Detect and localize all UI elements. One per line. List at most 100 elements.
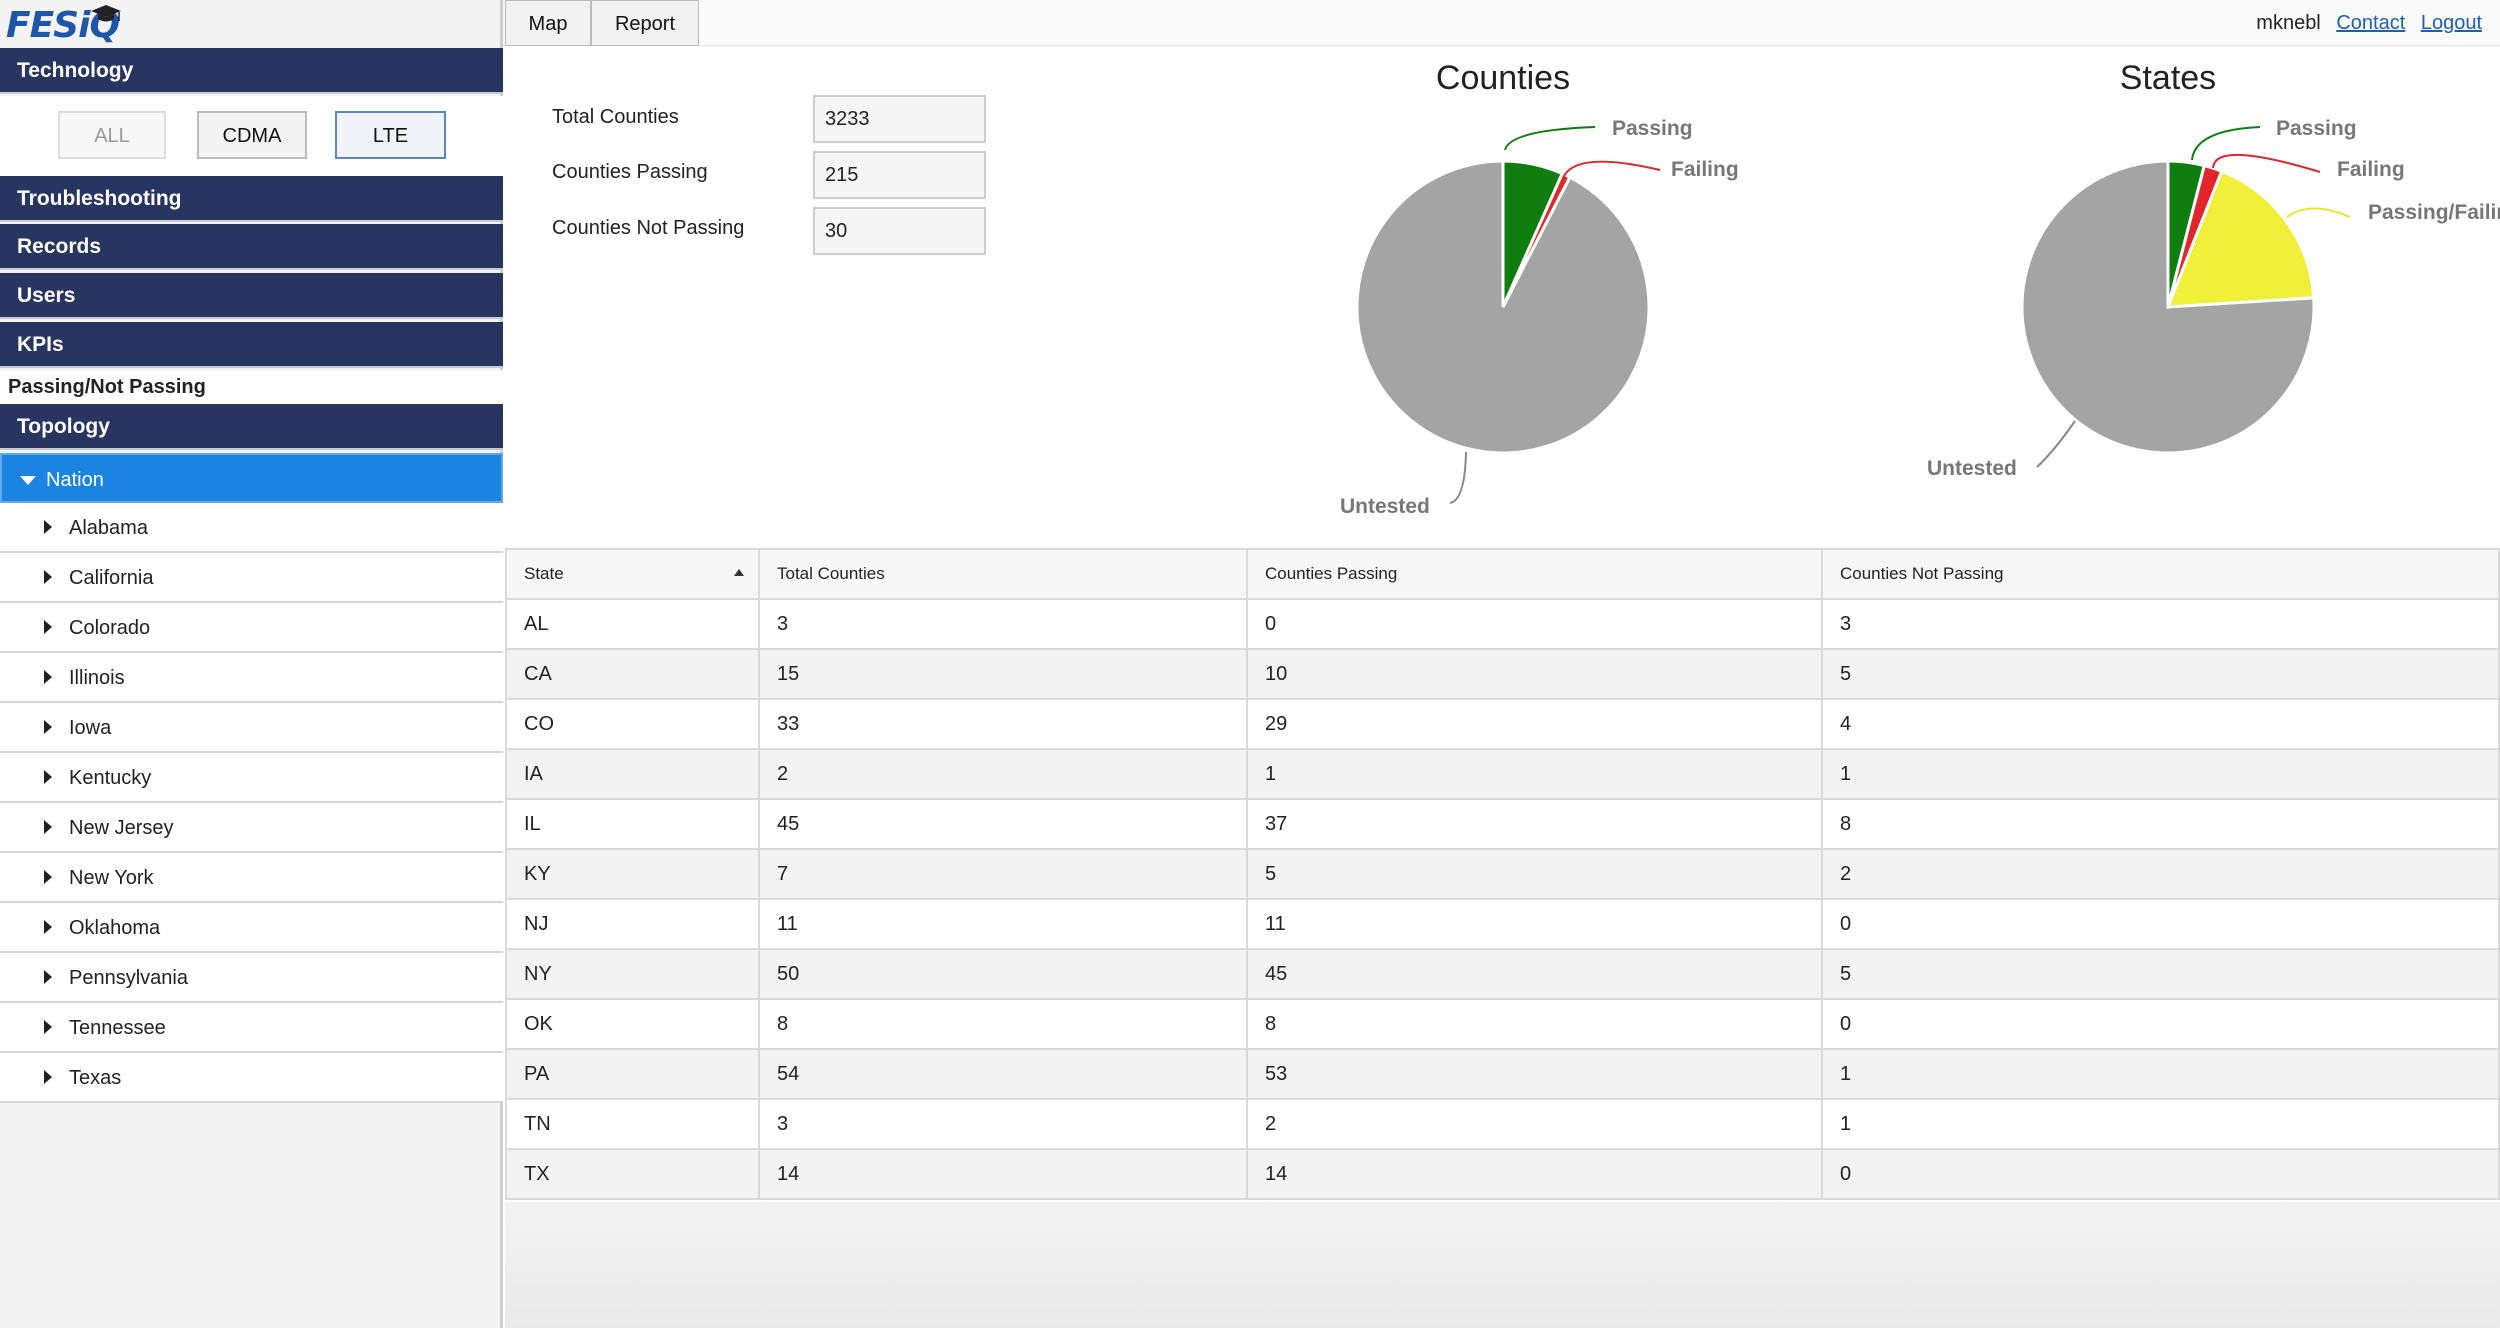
caret-right-icon (44, 820, 52, 834)
table-row[interactable]: CO 33 29 4 (505, 698, 2500, 750)
caret-right-icon (44, 920, 52, 934)
caret-right-icon (44, 670, 52, 684)
cell-counties-not-passing: 2 (1821, 848, 2500, 900)
table-row[interactable]: NY 50 45 5 (505, 948, 2500, 1000)
cell-counties-passing: 2 (1246, 1098, 1823, 1150)
caret-right-icon (44, 720, 52, 734)
tree-node-label: California (69, 567, 154, 589)
table-row[interactable]: IA 2 1 1 (505, 748, 2500, 800)
cell-counties-passing: 11 (1246, 898, 1823, 950)
caret-right-icon (44, 570, 52, 584)
legend-label-untested: Untested (1927, 457, 2017, 480)
legend-label-passing: Passing (2276, 117, 2357, 140)
tree-node-state[interactable]: Colorado (0, 603, 503, 653)
tree-node-state[interactable]: Pennsylvania (0, 953, 503, 1003)
records-header[interactable]: Records (0, 224, 503, 270)
sort-ascending-icon (734, 569, 744, 576)
cell-total-counties: 14 (758, 1148, 1248, 1200)
tree-node-label: Texas (69, 1067, 122, 1089)
states-pie-chart: Passing Failing Passing/Failin Untested (1927, 117, 2500, 480)
cell-total-counties: 54 (758, 1048, 1248, 1100)
tree-node-state[interactable]: Illinois (0, 653, 503, 703)
table-row[interactable]: TN 3 2 1 (505, 1098, 2500, 1150)
cell-state: NY (505, 948, 760, 1000)
counties-pie-chart: Passing Failing Untested (1340, 117, 1739, 518)
tree-node-nation[interactable]: Nation (0, 453, 503, 503)
tree-node-label: Tennessee (69, 1017, 166, 1039)
total-counties-field: 3233 (813, 95, 986, 143)
tree-node-state[interactable]: New Jersey (0, 803, 503, 853)
states-chart-title: States (2119, 59, 2217, 97)
counties-passing-label: Counties Passing (552, 161, 708, 183)
users-header[interactable]: Users (0, 273, 503, 319)
cell-counties-not-passing: 0 (1821, 898, 2500, 950)
cell-total-counties: 11 (758, 898, 1248, 950)
table-row[interactable]: CA 15 10 5 (505, 648, 2500, 700)
counties-chart-title: Counties (1435, 59, 1571, 97)
map-button[interactable]: Map (505, 0, 591, 46)
pie-slice-passing-failin[interactable] (2165, 169, 2316, 309)
states-table: State Total Counties Counties Passing Co… (505, 548, 2500, 1200)
cell-state: AL (505, 598, 760, 650)
cell-state: NJ (505, 898, 760, 950)
topology-tree: Nation Alabama California Colorado Illin… (0, 453, 503, 1103)
logout-link[interactable]: Logout (2420, 12, 2482, 34)
tech-all-button[interactable]: ALL (58, 111, 166, 159)
cell-counties-not-passing: 4 (1821, 698, 2500, 750)
tree-node-state[interactable]: California (0, 553, 503, 603)
troubleshooting-header[interactable]: Troubleshooting (0, 176, 503, 222)
passing-failing-leader-line (2286, 207, 2351, 218)
column-header-counties-passing[interactable]: Counties Passing (1246, 548, 1823, 600)
tree-node-state[interactable]: Oklahoma (0, 903, 503, 953)
table-row[interactable]: PA 54 53 1 (505, 1048, 2500, 1100)
technology-header[interactable]: Technology (0, 48, 503, 94)
cell-total-counties: 8 (758, 998, 1248, 1050)
cell-counties-not-passing: 1 (1821, 1048, 2500, 1100)
cell-counties-passing: 0 (1246, 598, 1823, 650)
table-row[interactable]: OK 8 8 0 (505, 998, 2500, 1050)
cell-counties-passing: 45 (1246, 948, 1823, 1000)
column-header-counties-not-passing[interactable]: Counties Not Passing (1821, 548, 2500, 600)
cell-state: IL (505, 798, 760, 850)
tree-node-state[interactable]: Iowa (0, 703, 503, 753)
table-row[interactable]: TX 14 14 0 (505, 1148, 2500, 1200)
cell-total-counties: 50 (758, 948, 1248, 1000)
cell-counties-not-passing: 3 (1821, 598, 2500, 650)
tree-node-label: Oklahoma (69, 917, 161, 939)
tree-node-label: New Jersey (69, 817, 174, 839)
tree-node-state[interactable]: Tennessee (0, 1003, 503, 1053)
tree-node-label: Illinois (69, 667, 125, 689)
table-row[interactable]: KY 7 5 2 (505, 848, 2500, 900)
kpis-header[interactable]: KPIs (0, 322, 503, 368)
tree-node-label: New York (69, 867, 154, 889)
counties-not-passing-field: 30 (813, 207, 986, 255)
tree-node-state[interactable]: Kentucky (0, 753, 503, 803)
contact-link[interactable]: Contact (2336, 12, 2406, 34)
report-button[interactable]: Report (591, 0, 699, 46)
cell-total-counties: 15 (758, 648, 1248, 700)
technology-filter: ALL CDMA LTE (0, 96, 503, 176)
table-row[interactable]: AL 3 0 3 (505, 598, 2500, 650)
pie-slice-untested[interactable] (1355, 159, 1651, 455)
caret-right-icon (44, 870, 52, 884)
column-header-label: State (524, 564, 564, 583)
tech-lte-button[interactable]: LTE (335, 111, 446, 159)
app-logo[interactable]: FESiQ (6, 4, 126, 48)
table-row[interactable]: NJ 11 11 0 (505, 898, 2500, 950)
cell-counties-passing: 8 (1246, 998, 1823, 1050)
pie-slice-untested[interactable] (2020, 159, 2316, 455)
kpi-passing-not-passing-link[interactable]: Passing/Not Passing (0, 370, 503, 404)
tree-node-state[interactable]: Alabama (0, 503, 503, 553)
column-header-state[interactable]: State (505, 548, 760, 600)
cell-state: CA (505, 648, 760, 700)
caret-right-icon (44, 970, 52, 984)
tree-node-state[interactable]: Texas (0, 1053, 503, 1103)
cell-total-counties: 3 (758, 1098, 1248, 1150)
table-row[interactable]: IL 45 37 8 (505, 798, 2500, 850)
topology-header[interactable]: Topology (0, 404, 503, 450)
column-header-total-counties[interactable]: Total Counties (758, 548, 1248, 600)
tree-node-state[interactable]: New York (0, 853, 503, 903)
cell-total-counties: 45 (758, 798, 1248, 850)
tech-cdma-button[interactable]: CDMA (197, 111, 307, 159)
tree-node-label: Iowa (69, 717, 112, 739)
